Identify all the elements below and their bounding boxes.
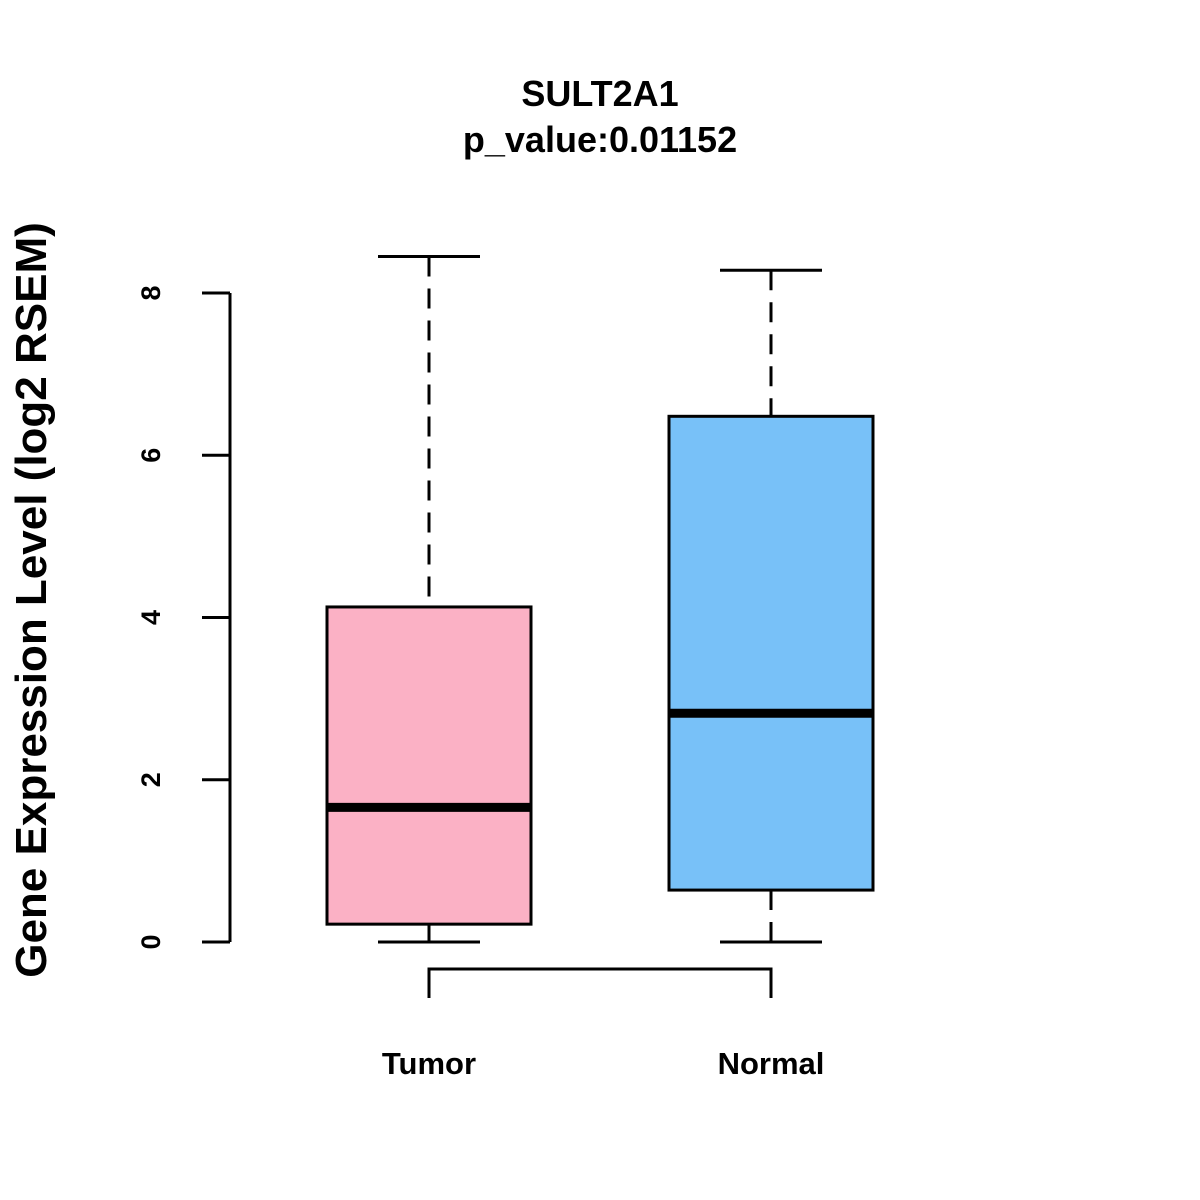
iqr-box <box>667 414 875 892</box>
x-category-label: Normal <box>718 1046 825 1081</box>
bracket-line <box>427 967 773 998</box>
box-tumor <box>325 254 533 944</box>
y-tick-label: 2 <box>136 772 166 787</box>
iqr-box <box>325 605 533 926</box>
box-normal <box>667 268 875 944</box>
chart-title: SULT2A1 <box>521 73 678 114</box>
y-axis-label: Gene Expression Level (log2 RSEM) <box>7 222 56 978</box>
y-axis: 0 2 4 6 8 <box>136 285 232 950</box>
x-category-label: Tumor <box>382 1046 476 1081</box>
chart-subtitle: p_value:0.01152 <box>463 119 737 160</box>
x-axis-labels: Tumor Normal <box>382 1046 824 1081</box>
y-tick-label: 8 <box>136 285 166 300</box>
boxes-layer <box>325 254 875 944</box>
y-tick-label: 0 <box>136 934 166 949</box>
y-tick-label: 6 <box>136 448 166 463</box>
comparison-bracket <box>427 967 773 998</box>
y-tick-label: 4 <box>136 610 166 625</box>
